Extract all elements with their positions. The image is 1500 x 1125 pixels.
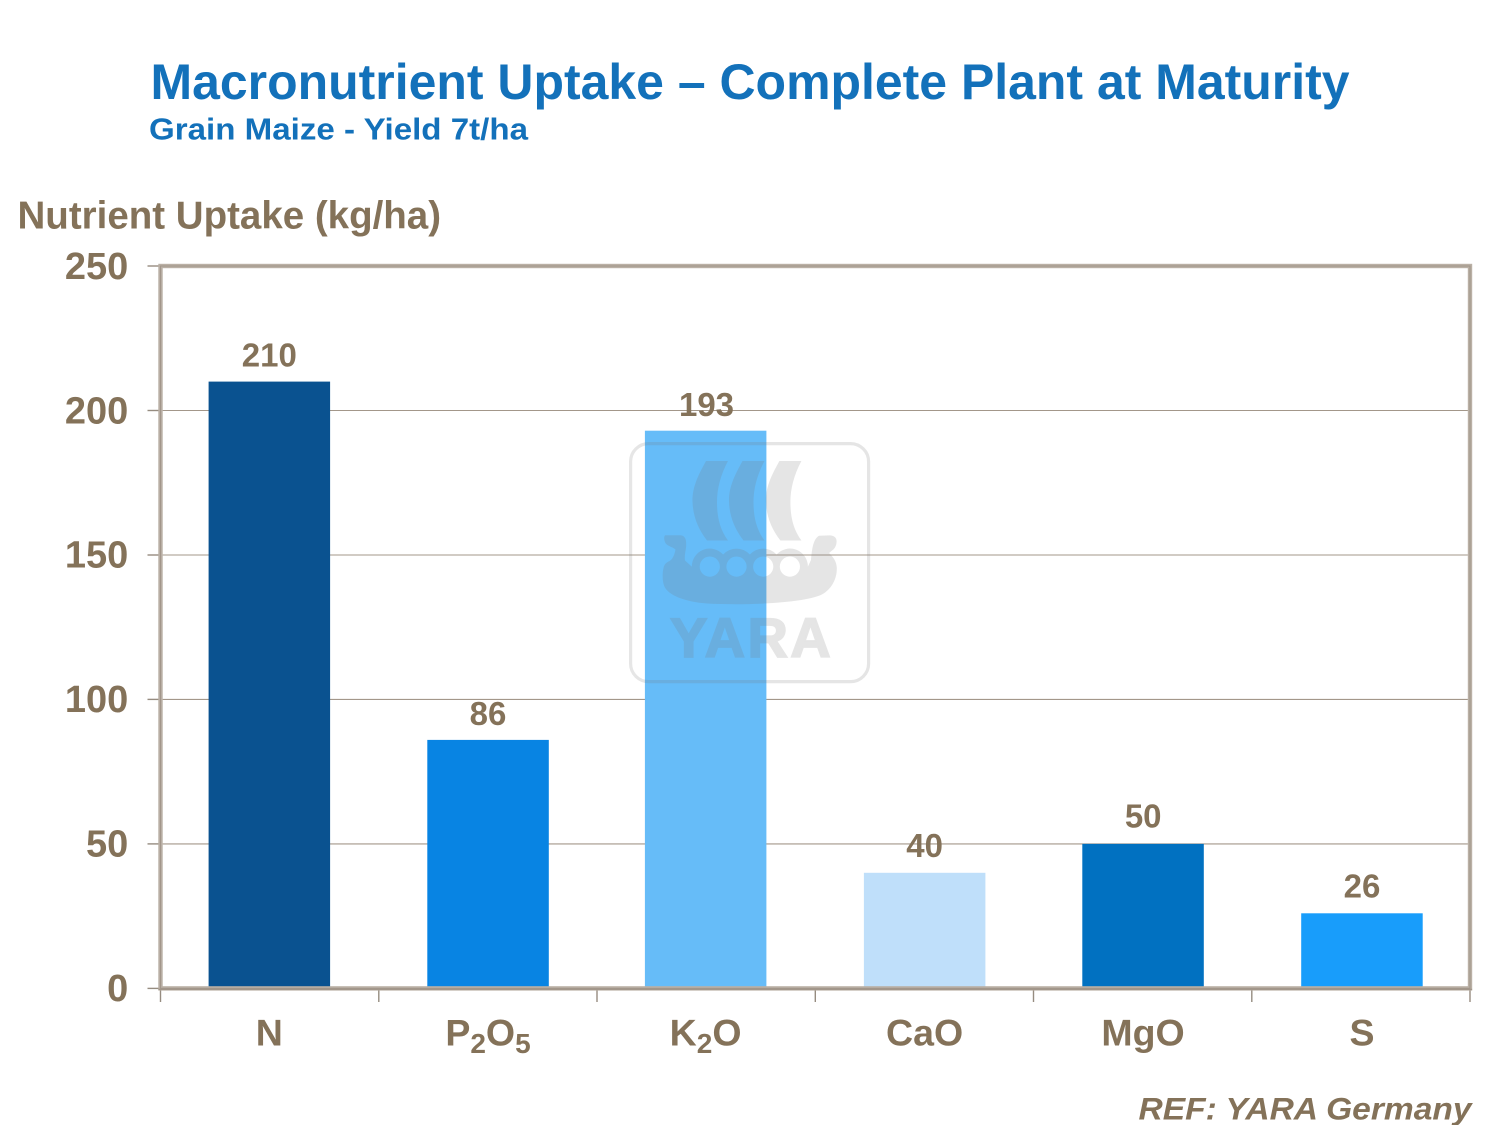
svg-text:150: 150 [65,535,128,577]
svg-text:Nutrient Uptake (kg/ha): Nutrient Uptake (kg/ha) [18,195,442,238]
svg-text:50: 50 [1125,798,1162,835]
svg-text:193: 193 [679,386,734,423]
svg-text:N: N [256,1012,283,1054]
svg-text:MgO: MgO [1101,1012,1184,1054]
svg-text:250: 250 [65,246,128,288]
svg-text:CaO: CaO [886,1012,963,1054]
svg-text:REF: YARA Germany: REF: YARA Germany [1139,1091,1474,1125]
svg-text:210: 210 [242,336,297,373]
svg-text:Macronutrient Uptake – Complet: Macronutrient Uptake – Complete Plant at… [151,54,1350,110]
svg-text:50: 50 [86,824,128,866]
svg-text:26: 26 [1344,867,1381,904]
svg-text:100: 100 [65,679,128,721]
svg-text:40: 40 [906,827,943,864]
svg-text:200: 200 [65,390,128,432]
svg-text:86: 86 [470,695,507,732]
svg-text:S: S [1349,1012,1374,1054]
svg-text:Grain Maize - Yield 7t/ha: Grain Maize - Yield 7t/ha [149,112,529,147]
svg-text:0: 0 [107,968,128,1010]
svg-text:YARA: YARA [670,606,833,669]
